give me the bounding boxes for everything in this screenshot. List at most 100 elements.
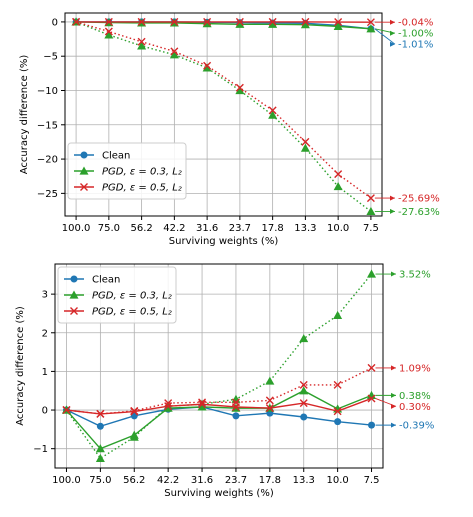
data-point (334, 418, 342, 426)
data-point (300, 20, 310, 29)
legend-box (57, 266, 177, 324)
end-label: 3.52% (399, 270, 431, 281)
data-point (367, 363, 376, 372)
data-point (79, 166, 89, 175)
end-label: -0.39% (399, 421, 434, 432)
data-point (300, 413, 308, 421)
end-label: 0.30% (399, 402, 431, 413)
end-label-arrow (374, 28, 396, 45)
data-point (80, 183, 88, 191)
plot-frame (64, 12, 383, 217)
series-line (66, 397, 372, 415)
series-1 (61, 386, 377, 453)
data-point (299, 386, 309, 395)
data-point (95, 453, 105, 462)
y-tick-label: −1 (33, 444, 48, 455)
data-point (137, 17, 146, 26)
series-line (75, 21, 372, 212)
chart-bottom: 100.0 75.0 56.2 42.2 31.6 23.7 17.8 13.3 10.0 7.5… (15, 263, 434, 499)
data-point (69, 290, 79, 299)
x-tick-label: 23.7 (229, 223, 251, 234)
data-point (366, 24, 376, 33)
data-point (235, 85, 245, 95)
legend-label: PGD, ε = 0.5, L₂ (102, 183, 182, 194)
x-tick-label: 10.0 (326, 475, 348, 486)
legend-box (67, 142, 187, 200)
end-label: -1.00% (398, 29, 433, 40)
end-label: -1.01% (398, 40, 433, 51)
end-label-arrowhead (391, 365, 396, 371)
data-point (334, 18, 343, 27)
y-tick-label: −10 (37, 86, 58, 97)
data-point (96, 422, 104, 430)
y-tick-label: 0 (52, 17, 58, 28)
data-point (129, 430, 139, 439)
data-point (333, 380, 342, 389)
x-axis-label: Surviving weights (%) (164, 488, 274, 499)
data-point (164, 402, 173, 411)
end-label-arrowhead (390, 19, 395, 25)
x-tick-label: 31.6 (191, 475, 213, 486)
plot-frame (54, 263, 384, 469)
y-tick-label: −25 (37, 189, 58, 200)
end-label: 1.09% (399, 363, 431, 374)
data-point (137, 37, 146, 46)
end-label-arrowhead (391, 271, 396, 277)
data-point (169, 50, 179, 59)
x-tick-label: 17.8 (259, 475, 281, 486)
x-tick-label: 42.2 (163, 223, 185, 234)
data-point (301, 17, 310, 26)
y-tick-label: −5 (43, 52, 58, 63)
end-label: -27.63% (398, 207, 440, 218)
x-tick-label: 13.3 (294, 223, 316, 234)
end-label-arrowhead (390, 41, 395, 47)
end-label-arrowhead (390, 30, 395, 36)
y-tick-label: −15 (37, 120, 58, 131)
data-point (265, 404, 274, 413)
legend-label: Clean (102, 151, 130, 162)
data-point (96, 409, 105, 418)
data-point (268, 17, 277, 26)
data-point (265, 376, 275, 385)
data-point (265, 396, 274, 405)
series-line (66, 406, 372, 428)
data-point (368, 421, 376, 429)
y-tick-label: 2 (42, 328, 48, 339)
data-point (202, 63, 212, 72)
data-point (231, 402, 240, 411)
end-label: 0.38% (399, 391, 431, 402)
data-point (198, 400, 207, 409)
data-point (367, 269, 377, 278)
data-point (80, 151, 88, 159)
x-tick-label: 42.2 (157, 475, 179, 486)
data-point (235, 19, 245, 28)
data-point (299, 380, 308, 389)
legend-label: PGD, ε = 0.3, L₂ (92, 291, 172, 302)
data-point (235, 83, 244, 92)
x-tick-label: 7.5 (363, 223, 379, 234)
data-point (197, 402, 207, 411)
end-label: -25.69% (398, 194, 440, 205)
data-point (104, 17, 113, 26)
data-point (203, 17, 212, 26)
x-tick-label: 100.0 (52, 475, 81, 486)
data-point (301, 137, 310, 146)
x-tick-label: 10.0 (327, 223, 349, 234)
data-point (300, 143, 310, 152)
end-label-arrowhead (391, 422, 396, 428)
x-tick-label: 13.3 (293, 475, 315, 486)
data-point (333, 310, 343, 319)
data-point (70, 275, 78, 283)
y-axis-label: Accuracy difference (%) (15, 306, 26, 426)
x-tick-label: 23.7 (225, 475, 247, 486)
x-tick-label: 56.2 (123, 475, 145, 486)
data-point (366, 194, 375, 203)
data-point (72, 17, 81, 26)
data-point (62, 406, 71, 415)
series-line (65, 389, 372, 450)
data-point (366, 18, 375, 27)
data-point (299, 399, 308, 408)
data-point (70, 307, 78, 315)
data-point (366, 206, 376, 216)
